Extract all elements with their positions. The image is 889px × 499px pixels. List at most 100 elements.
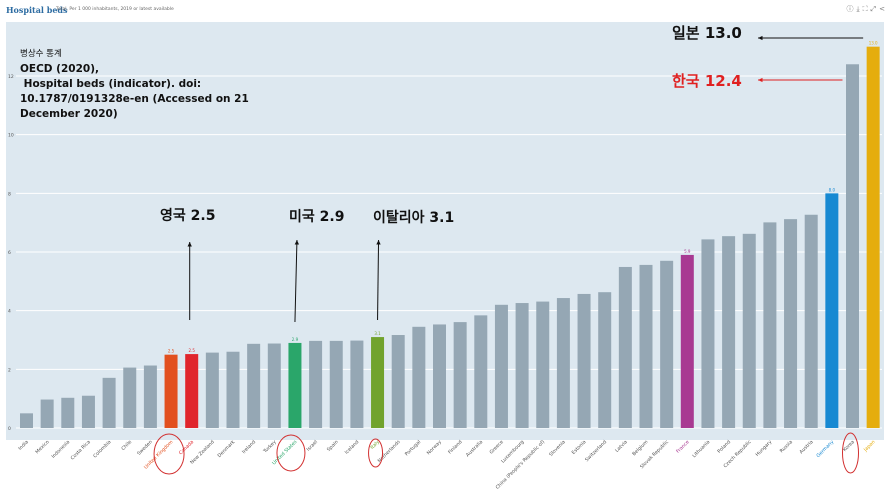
bar-indonesia xyxy=(61,397,75,428)
bar-china-people-s-republic-of- xyxy=(536,301,550,428)
bar-spain xyxy=(329,340,343,428)
bar-estonia xyxy=(577,293,591,428)
bar-israel xyxy=(309,340,323,428)
x-tick-label: Japan xyxy=(862,439,876,453)
x-tick-label: Israel xyxy=(305,439,319,453)
annotation-us: 미국 2.9 xyxy=(289,209,345,225)
arrow-uk-head xyxy=(187,242,192,247)
y-tick-label: 10 xyxy=(8,133,14,139)
x-tick-label: Costa Rica xyxy=(70,439,92,461)
bar-france xyxy=(680,254,694,428)
bar-latvia xyxy=(618,266,632,428)
annotation-korea: 한국 12.4 xyxy=(672,72,742,90)
highlight-circle-korea xyxy=(842,432,859,474)
arrow-italy-head xyxy=(376,240,381,245)
arrow-japan-head xyxy=(758,35,763,41)
y-tick-label: 12 xyxy=(8,74,14,80)
fullscreen-icon[interactable]: ⛶ xyxy=(862,5,868,13)
x-tick-label: Turkey xyxy=(262,439,278,455)
toolbar-icons: ⓘ ⤓ ⛶ ⤢ < xyxy=(847,5,886,13)
bar-hungary xyxy=(763,222,777,428)
bar-united-kingdom xyxy=(164,354,178,428)
data-label: 5.9 xyxy=(684,249,691,254)
x-tick-label: Poland xyxy=(716,439,732,455)
x-tick-label: Italy xyxy=(369,439,381,451)
x-tick-label: Mexico xyxy=(34,439,50,455)
bar-iceland xyxy=(350,340,364,428)
bar-sweden xyxy=(143,365,157,428)
bar-austria xyxy=(804,214,818,428)
bar-ireland xyxy=(247,343,261,428)
source-note: 병상수 통계 OECD (2020), Hospital beds (indic… xyxy=(20,46,249,122)
x-tick-label: Greece xyxy=(489,439,505,455)
chart-header: Hospital beds Total, Per 1 000 inhabitan… xyxy=(0,0,889,22)
data-label: 2.5 xyxy=(168,349,175,354)
chart-subtitle: Total, Per 1 000 inhabitants, 2019 or la… xyxy=(56,7,174,12)
bar-colombia xyxy=(102,377,116,428)
bar-japan xyxy=(866,46,880,429)
x-tick-label: Portugal xyxy=(404,439,422,457)
bar-lithuania xyxy=(701,239,715,428)
y-tick-label: 6 xyxy=(8,250,11,256)
annotation-italy: 이탈리아 3.1 xyxy=(373,210,455,226)
bar-norway xyxy=(433,324,446,428)
chart-brand-title[interactable]: Hospital beds xyxy=(6,5,68,15)
bar-finland xyxy=(453,322,467,428)
bar-korea xyxy=(846,64,859,428)
data-label: 2.9 xyxy=(292,337,299,342)
x-tick-label: Switzerland xyxy=(584,439,608,463)
x-tick-label: India xyxy=(17,439,30,452)
x-tick-label: Lithuania xyxy=(691,439,711,459)
x-tick-label: Germany xyxy=(815,439,835,459)
source-note-line4: 10.1787/0191328e-en (Accessed on 21 xyxy=(20,93,249,105)
arrow-italy xyxy=(377,239,380,321)
highlight-circle-us xyxy=(276,434,306,472)
download-icon[interactable]: ⤓ xyxy=(856,5,860,13)
bar-costa-rica xyxy=(81,395,95,428)
source-note-line2: OECD (2020), xyxy=(20,63,99,75)
data-label: 3.1 xyxy=(374,331,381,336)
bar-italy xyxy=(371,337,385,428)
data-label: 8.0 xyxy=(829,187,836,192)
y-tick-label: 2 xyxy=(8,367,11,373)
bar-united-states xyxy=(288,342,302,428)
bar-australia xyxy=(474,315,488,428)
x-tick-label: France xyxy=(675,439,691,455)
expand-icon[interactable]: ⤢ xyxy=(870,5,877,13)
x-tick-label: Chile xyxy=(120,439,133,452)
arrow-us-head xyxy=(294,240,300,245)
x-tick-label: Finland xyxy=(447,439,463,455)
bar-new-zealand xyxy=(205,352,219,428)
x-tick-label: Colombia xyxy=(92,439,112,459)
bar-belgium xyxy=(639,264,653,428)
bar-chile xyxy=(123,367,137,428)
bar-slovenia xyxy=(556,298,570,428)
highlight-circle-uk xyxy=(153,433,185,475)
annotation-japan: 일본 13.0 xyxy=(672,24,742,42)
highlight-circle-italy xyxy=(368,438,384,468)
x-tick-label: Hungary xyxy=(755,439,774,458)
x-tick-label: Denmark xyxy=(217,439,237,459)
bar-turkey xyxy=(267,343,281,428)
info-icon[interactable]: ⓘ xyxy=(846,5,854,13)
x-tick-label: Estonia xyxy=(571,439,588,456)
x-tick-label: Norway xyxy=(426,439,443,456)
data-label: 13.0 xyxy=(869,41,878,46)
x-tick-label: Russia xyxy=(779,439,794,454)
bar-czech-republic xyxy=(742,233,756,428)
bar-portugal xyxy=(412,326,426,428)
x-tick-label: Iceland xyxy=(344,439,361,456)
arrow-korea-head xyxy=(758,77,763,83)
source-note-heading: 병상수 통계 xyxy=(20,49,62,59)
arrow-us xyxy=(294,239,298,323)
chart-plot-area: 0 2 4 6 8 10 12 India Mexico Indonesia Costa Rica C… xyxy=(6,22,884,491)
bar-denmark xyxy=(226,351,240,428)
x-tick-label: Slovenia xyxy=(548,439,567,458)
x-tick-label: Belgium xyxy=(631,439,649,457)
x-tick-label: Austria xyxy=(798,439,814,455)
bar-germany xyxy=(825,193,839,428)
source-note-line3: Hospital beds (indicator). doi: xyxy=(20,78,202,90)
source-note-line5: December 2020) xyxy=(20,108,118,120)
share-icon[interactable]: < xyxy=(879,5,885,13)
x-tick-label: Ireland xyxy=(241,439,257,455)
